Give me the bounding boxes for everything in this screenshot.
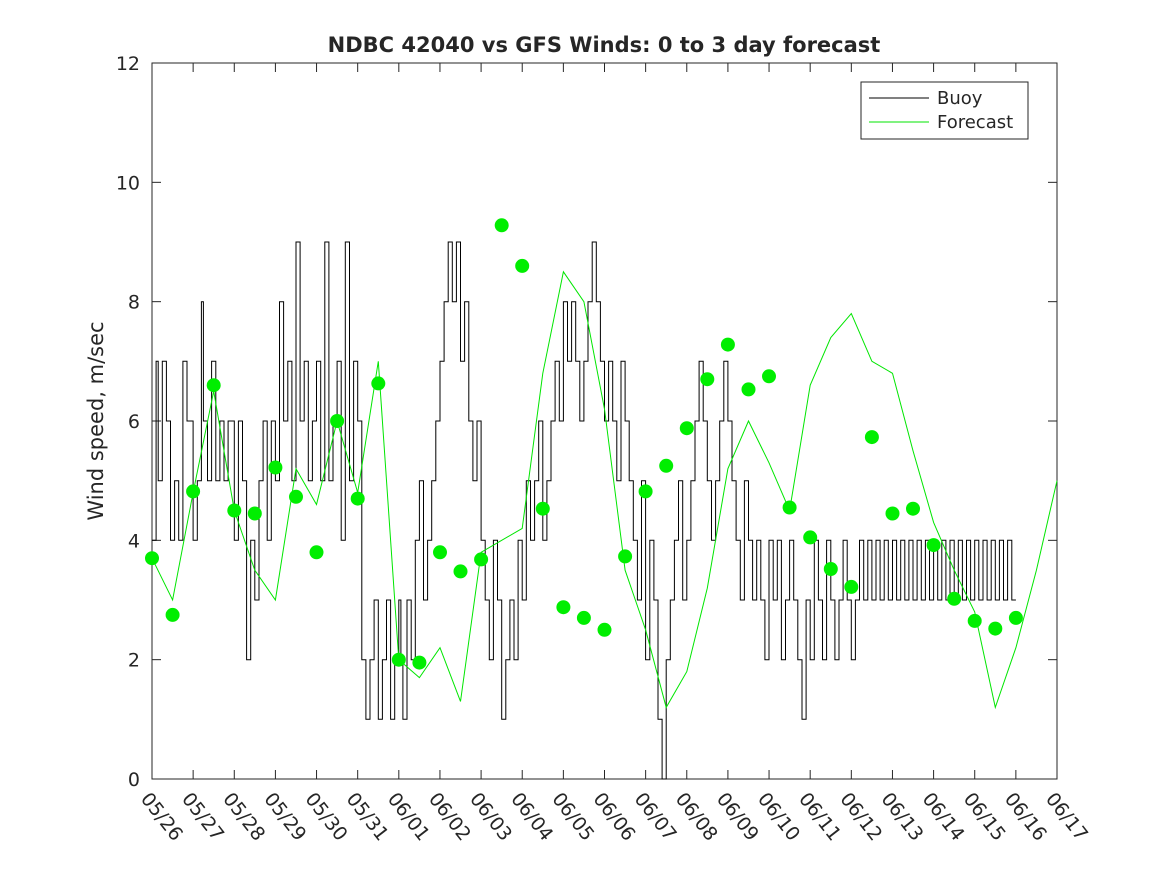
forecast-point-2 bbox=[186, 484, 201, 499]
forecast-point-26 bbox=[679, 421, 694, 436]
forecast-point-19 bbox=[535, 501, 550, 516]
forecast-point-7 bbox=[289, 489, 303, 504]
forecast-point-3 bbox=[206, 378, 221, 393]
forecast-point-20 bbox=[556, 600, 571, 615]
legend-buoy-label: Buoy bbox=[937, 88, 983, 109]
forecast-point-25 bbox=[659, 458, 674, 473]
forecast-point-30 bbox=[762, 369, 776, 384]
forecast-point-28 bbox=[720, 337, 735, 352]
forecast-point-34 bbox=[844, 579, 859, 594]
forecast-point-12 bbox=[391, 652, 406, 667]
y-tick-label-2: 2 bbox=[128, 650, 140, 672]
y-axis-label: Wind speed, m/sec bbox=[84, 321, 108, 520]
forecast-point-37 bbox=[906, 501, 920, 516]
forecast-series-line bbox=[151, 270, 1058, 710]
forecast-point-18 bbox=[515, 258, 530, 273]
forecast-point-0 bbox=[145, 551, 159, 566]
forecast-point-22 bbox=[597, 622, 612, 637]
forecast-point-5 bbox=[247, 506, 262, 521]
forecast-point-4 bbox=[227, 503, 242, 518]
forecast-point-41 bbox=[988, 621, 1003, 636]
forecast-point-11 bbox=[371, 376, 386, 391]
forecast-point-8 bbox=[309, 545, 324, 560]
forecast-point-29 bbox=[741, 382, 756, 397]
forecast-point-15 bbox=[453, 564, 468, 579]
forecast-point-14 bbox=[433, 545, 447, 560]
buoy-series-line bbox=[152, 241, 1016, 780]
forecast-point-24 bbox=[638, 484, 653, 499]
forecast-point-40 bbox=[967, 613, 982, 628]
forecast-point-42 bbox=[1008, 610, 1023, 625]
forecast-point-36 bbox=[885, 506, 900, 521]
forecast-point-38 bbox=[926, 538, 941, 553]
forecast-point-23 bbox=[618, 549, 633, 564]
forecast-point-35 bbox=[864, 430, 879, 445]
forecast-point-13 bbox=[412, 655, 427, 670]
y-tick-label-0: 0 bbox=[128, 769, 140, 791]
y-tick-label-10: 10 bbox=[116, 172, 140, 194]
forecast-point-33 bbox=[823, 562, 838, 576]
forecast-point-6 bbox=[268, 460, 283, 475]
forecast-point-31 bbox=[782, 500, 797, 515]
legend-forecast-label: Forecast bbox=[937, 112, 1013, 133]
y-tick-label-6: 6 bbox=[128, 411, 140, 433]
y-tick-label-12: 12 bbox=[116, 53, 140, 75]
forecast-point-39 bbox=[947, 591, 962, 606]
forecast-point-21 bbox=[576, 610, 591, 625]
forecast-point-32 bbox=[803, 530, 818, 545]
chart-title: NDBC 42040 vs GFS Winds: 0 to 3 day fore… bbox=[328, 33, 881, 57]
forecast-point-1 bbox=[165, 607, 180, 622]
forecast-point-10 bbox=[350, 491, 365, 506]
forecast-point-27 bbox=[700, 372, 715, 387]
forecast-point-16 bbox=[474, 552, 489, 567]
legend: Buoy Forecast bbox=[860, 81, 1029, 140]
forecast-point-17 bbox=[494, 218, 509, 233]
y-tick-label-4: 4 bbox=[128, 530, 140, 552]
forecast-point-9 bbox=[330, 414, 345, 428]
legend-box bbox=[860, 81, 1029, 140]
y-tick-label-8: 8 bbox=[128, 292, 140, 314]
